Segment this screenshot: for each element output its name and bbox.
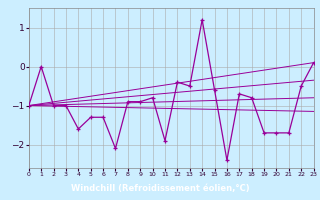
Text: Windchill (Refroidissement éolien,°C): Windchill (Refroidissement éolien,°C): [71, 184, 249, 193]
